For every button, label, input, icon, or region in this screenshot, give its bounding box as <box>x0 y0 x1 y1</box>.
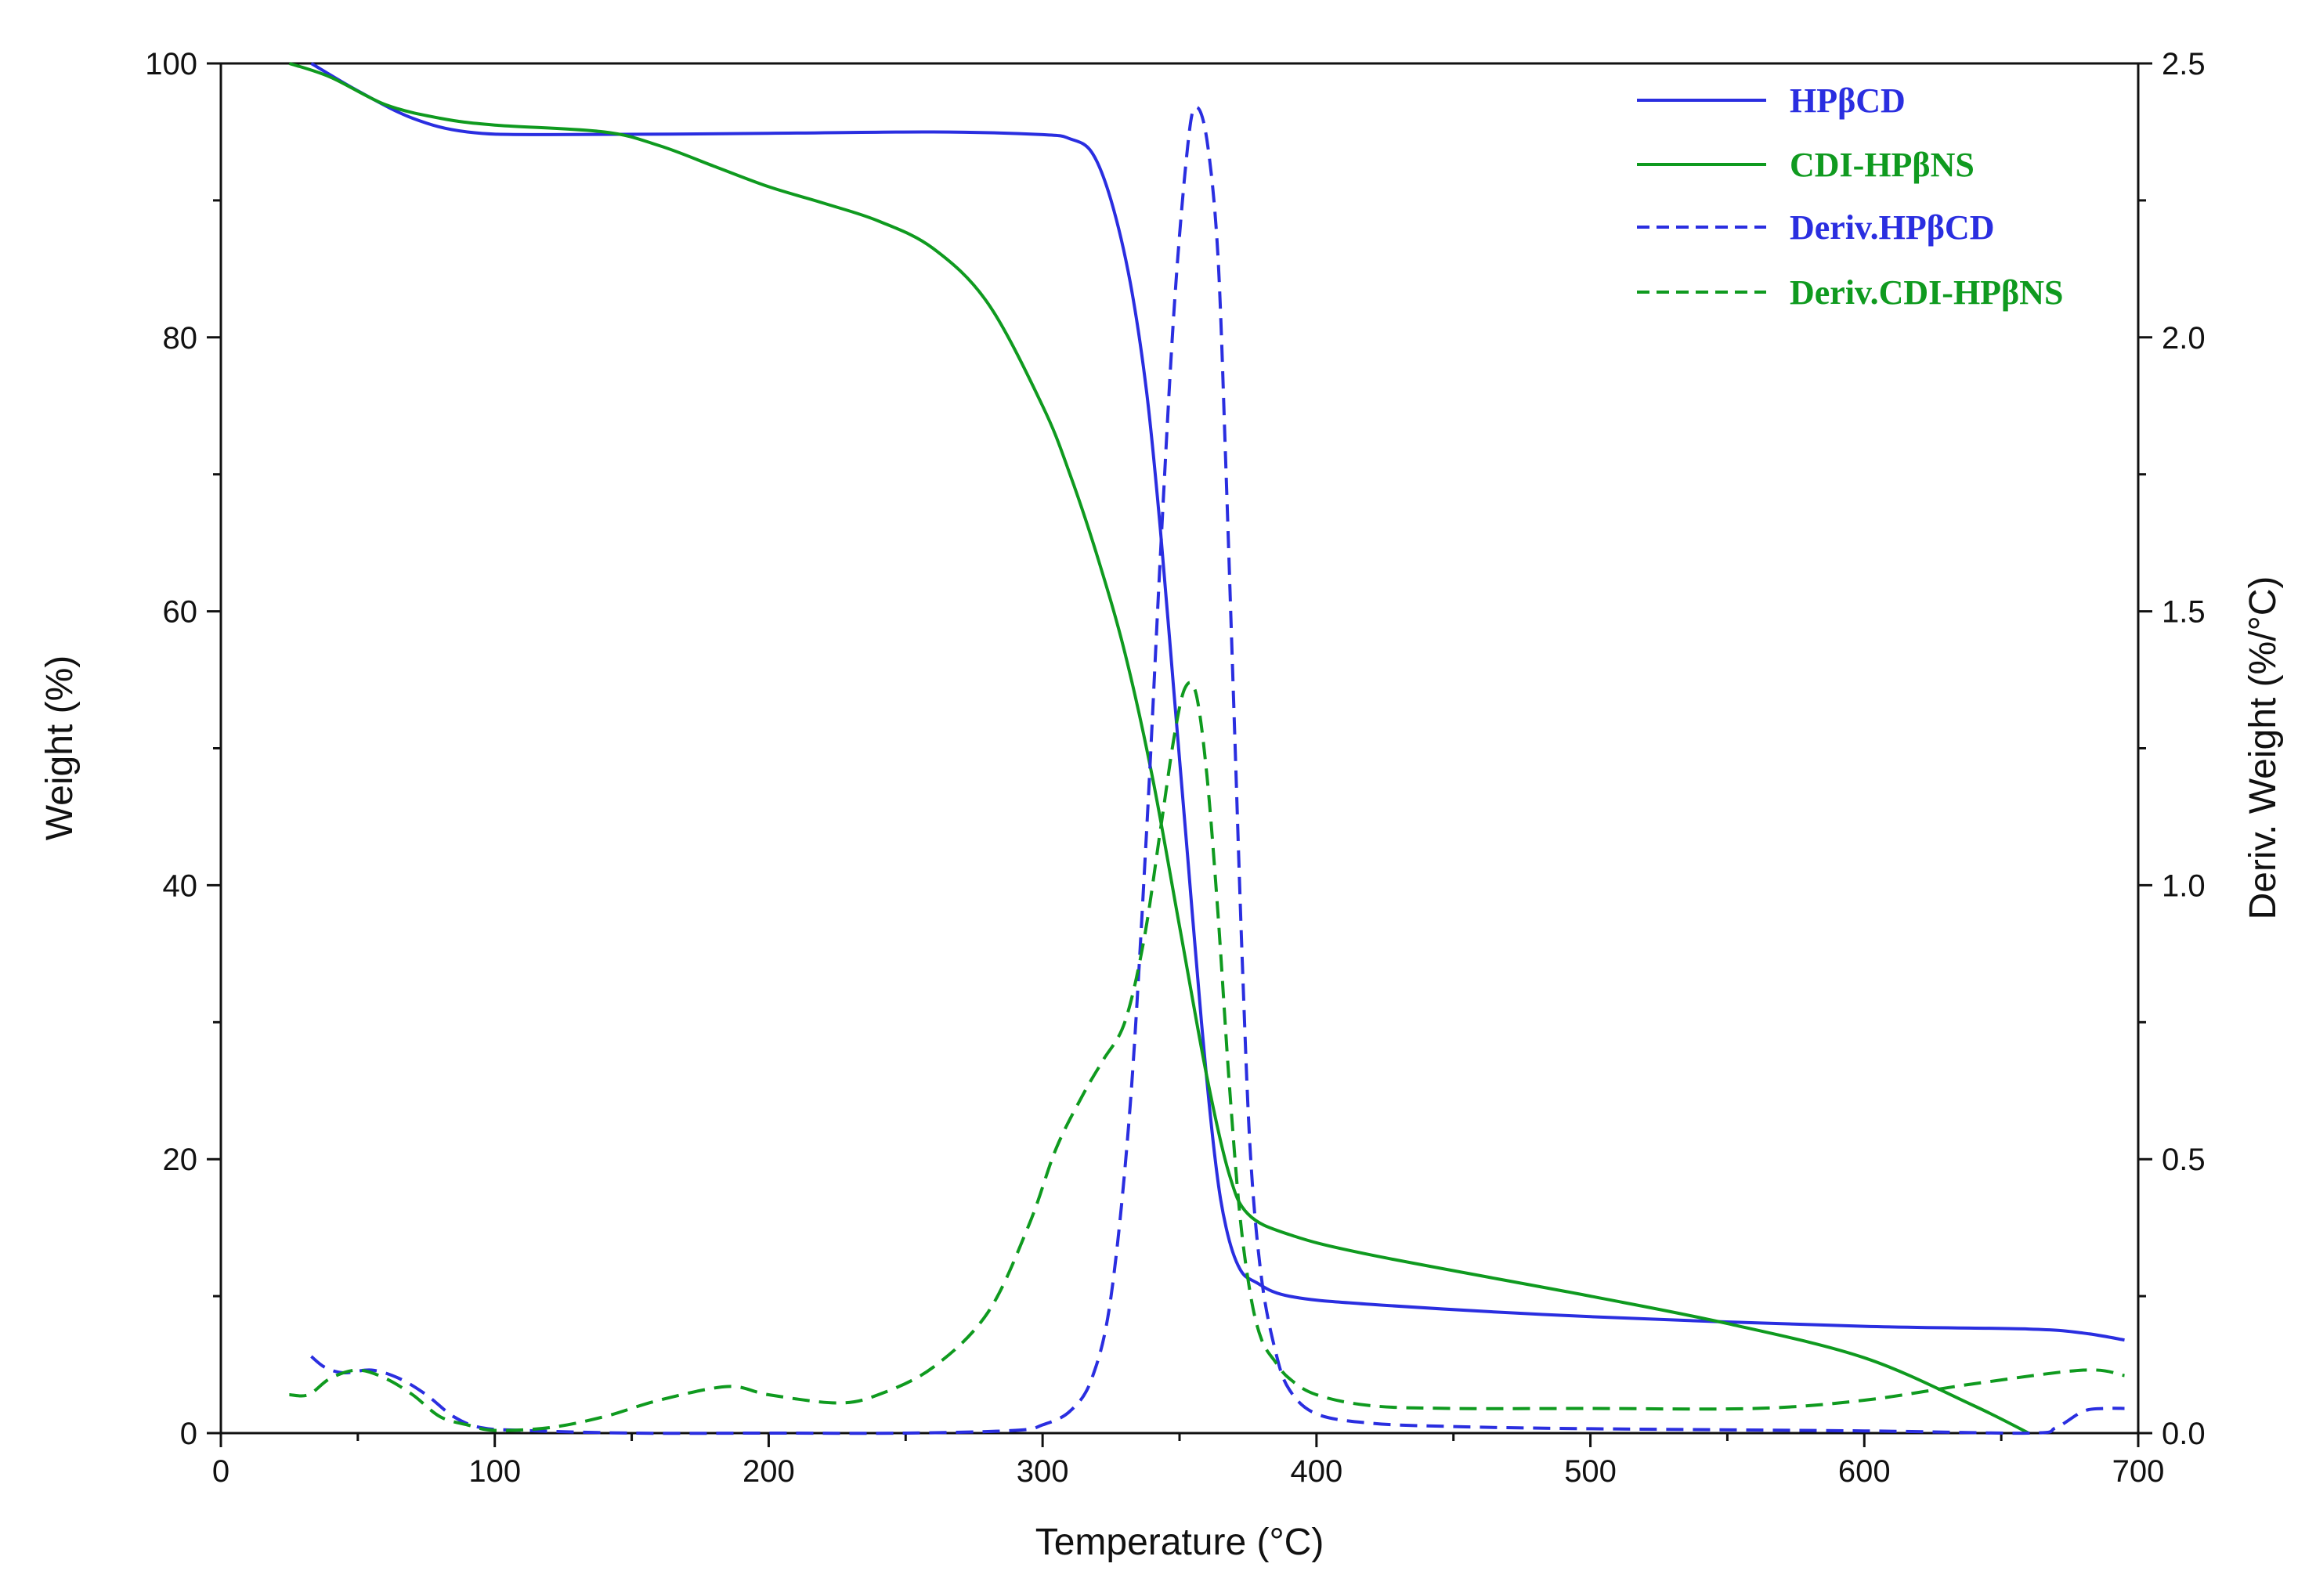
legend-label: CDI-HPβNS <box>1790 146 1975 184</box>
x-tick-label: 500 <box>1564 1454 1617 1489</box>
x-tick-label: 600 <box>1838 1454 1891 1489</box>
legend-label: Deriv.HPβCD <box>1790 208 1994 247</box>
y2-tick-label: 0.5 <box>2162 1143 2206 1177</box>
series-line-hp-cd <box>310 62 2125 1342</box>
y2-tick-label: 1.0 <box>2162 868 2206 903</box>
series-line-deriv-cdi-hp-ns <box>289 681 2125 1432</box>
x-tick-label: 100 <box>468 1454 521 1489</box>
y2-axis-ticks: 0.0 0.5 1.0 1.5 2.0 2.5 <box>2138 47 2206 1451</box>
x-tick-label: 0 <box>212 1454 229 1489</box>
x-tick-label: 700 <box>2112 1454 2165 1489</box>
series-line-deriv-hp-cd <box>310 106 2125 1435</box>
legend-label: HPβCD <box>1790 81 1906 120</box>
x-tick-label: 400 <box>1290 1454 1342 1489</box>
y2-tick-label: 2.0 <box>2162 321 2206 356</box>
series-line-cdi-hp-ns <box>288 62 2029 1435</box>
y-tick-label: 0 <box>180 1417 197 1451</box>
y2-tick-label: 0.0 <box>2162 1417 2206 1451</box>
y-axis-ticks: 0 20 40 60 80 100 <box>145 47 221 1451</box>
legend-label: Deriv.CDI-HPβNS <box>1790 273 2064 312</box>
x-axis-ticks: 0 100 200 300 400 500 600 700 <box>212 1433 2165 1489</box>
x-tick-label: 200 <box>742 1454 795 1489</box>
y2-axis-title: Deriv. Weight (%/°C) <box>2242 576 2284 920</box>
y-tick-label: 40 <box>163 868 198 903</box>
y-tick-label: 60 <box>163 595 198 630</box>
y-tick-label: 20 <box>163 1143 198 1177</box>
y2-tick-label: 1.5 <box>2162 595 2206 630</box>
y2-tick-label: 2.5 <box>2162 47 2206 81</box>
x-axis-title: Temperature (°C) <box>1035 1522 1324 1563</box>
y-axis-title: Weight (%) <box>39 655 81 841</box>
x-tick-label: 300 <box>1017 1454 1069 1489</box>
y-tick-label: 100 <box>145 47 197 81</box>
plot-lines <box>288 62 2125 1435</box>
legend: HPβCD CDI-HPβNS Deriv.HPβCD Deriv.CDI-HPβNS <box>1637 81 2064 312</box>
y-tick-label: 80 <box>163 321 198 356</box>
